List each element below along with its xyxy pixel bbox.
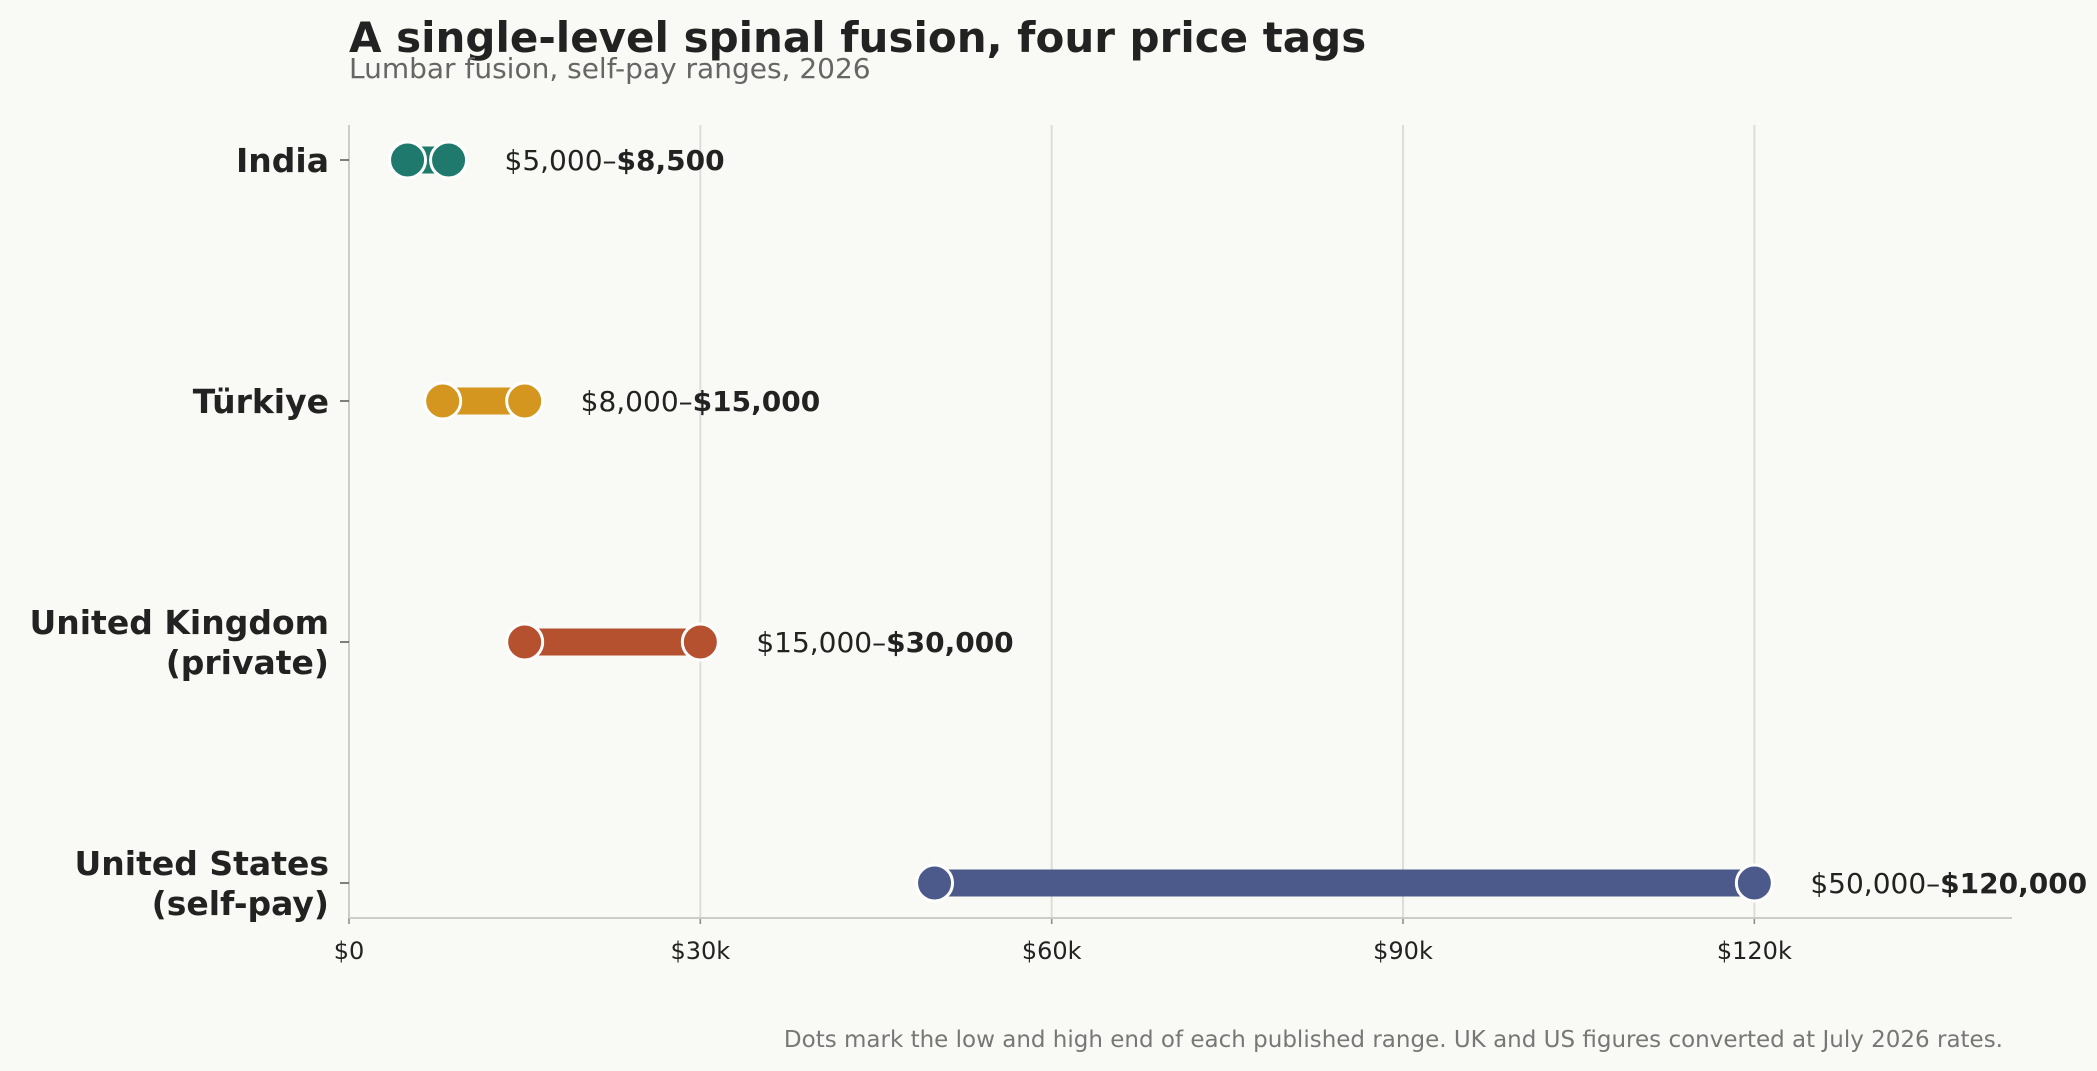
low-dot: [915, 863, 955, 903]
low-dot: [388, 140, 428, 180]
range-label: $5,000–$8,500: [505, 144, 725, 177]
range-label-low: $5,000–: [505, 144, 617, 177]
range-label-low: $15,000–: [756, 626, 886, 659]
x-tick-label: $120k: [1717, 937, 1792, 965]
chart-title: A single-level spinal fusion, four price…: [349, 13, 1366, 62]
category-labels: India Türkiye United Kingdom(private) Unite…: [29, 141, 329, 923]
footnote: Dots mark the low and high end of each p…: [784, 1027, 2003, 1053]
high-dot: [1734, 863, 1774, 903]
category-label: India: [236, 141, 329, 180]
high-dot: [429, 140, 469, 180]
range-label-low: $50,000–: [1810, 867, 1940, 900]
high-dot: [680, 622, 720, 662]
x-tick-label: $0: [334, 937, 365, 965]
range-bars: [388, 140, 1774, 903]
axes: [340, 125, 2012, 924]
range-label-high: $120,000: [1940, 867, 2087, 900]
range-label: $50,000–$120,000: [1810, 867, 2087, 900]
x-tick-label: $60k: [1022, 937, 1082, 965]
range-label-high: $15,000: [693, 385, 821, 418]
range-label-high: $30,000: [886, 626, 1014, 659]
high-dot: [505, 381, 545, 421]
x-tick-label: $90k: [1373, 937, 1433, 965]
category-label: Türkiye: [193, 382, 329, 421]
gridlines: [699, 125, 1756, 918]
x-tick-labels: $0 $30k $60k $90k $120k: [334, 937, 1792, 965]
range-label-high: $8,500: [617, 144, 725, 177]
range-label: $15,000–$30,000: [756, 626, 1013, 659]
x-tick-label: $30k: [670, 937, 730, 965]
low-dot: [423, 381, 463, 421]
range-labels: $5,000–$8,500 $8,000–$15,000 $15,000–$30,0…: [505, 144, 2088, 900]
range-label: $8,000–$15,000: [581, 385, 821, 418]
low-dot: [505, 622, 545, 662]
category-label: (self-pay): [152, 884, 329, 923]
range-label-low: $8,000–: [581, 385, 693, 418]
chart-subtitle: Lumbar fusion, self-pay ranges, 2026: [349, 52, 871, 85]
category-label: United Kingdom: [29, 603, 329, 642]
category-label: (private): [166, 643, 329, 682]
category-label: United States: [75, 844, 329, 883]
